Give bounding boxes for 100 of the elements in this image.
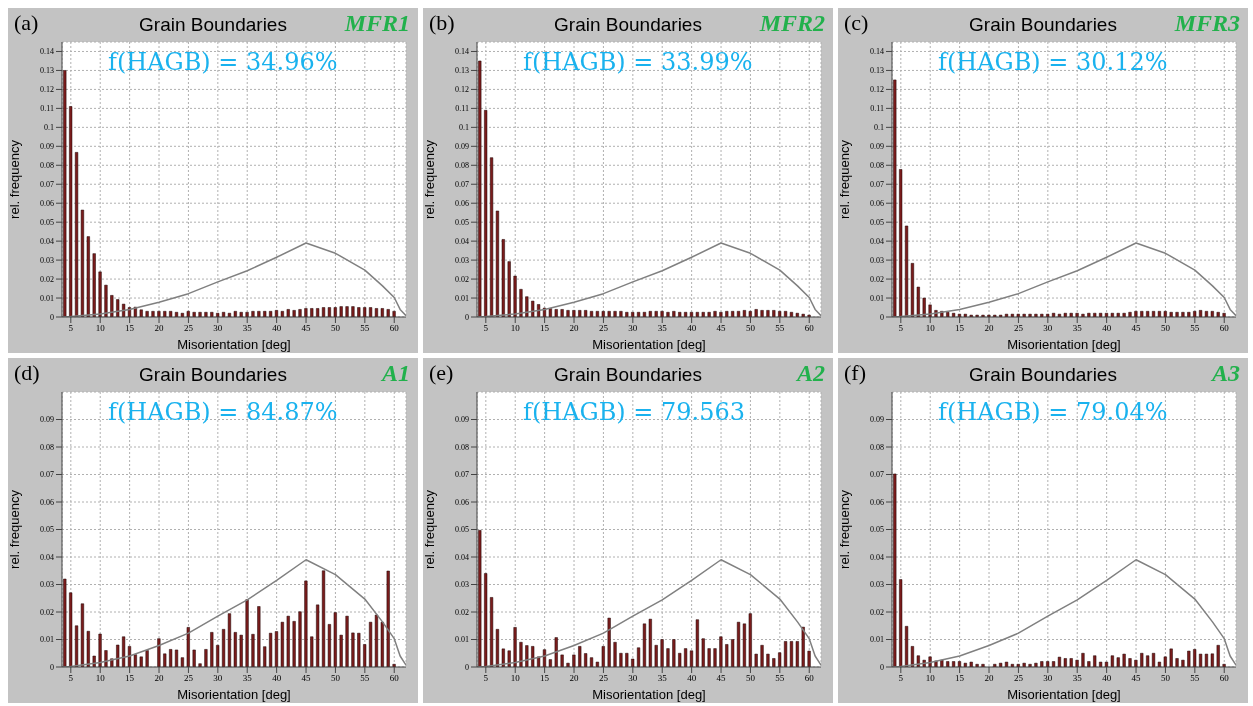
x-tick-label: 10 [95, 323, 106, 334]
x-axis-title: Misorientation [deg] [592, 337, 706, 352]
y-tick-label: 0 [50, 312, 54, 322]
x-tick-label: 45 [301, 673, 312, 684]
x-tick-label: 5 [483, 673, 489, 684]
x-tick-label: 20 [154, 673, 165, 684]
text: MFR2 [759, 10, 825, 37]
x-tick-label: 35 [657, 323, 668, 334]
y-tick-label: 0 [880, 662, 884, 672]
y-tick-label: 0.08 [455, 161, 469, 171]
x-axis-title: Misorientation [deg] [1007, 337, 1121, 352]
x-tick-label: 50 [330, 673, 341, 684]
y-tick-label: 0.09 [870, 142, 884, 152]
y-tick-label: 0.02 [870, 274, 884, 284]
x-tick-label: 20 [154, 323, 165, 334]
x-tick-label: 5 [68, 323, 74, 334]
text: (e) [429, 360, 454, 386]
x-tick-label: 15 [540, 673, 550, 684]
y-tick-label: 0.04 [40, 552, 54, 562]
x-tick-label: 25 [598, 673, 609, 684]
x-tick-label: 50 [745, 323, 756, 334]
x-tick-label: 5 [898, 673, 904, 684]
y-tick-label: 0.07 [40, 470, 54, 480]
y-tick-label: 0.02 [40, 274, 54, 284]
text: MFR1 [344, 10, 410, 37]
text: (c) [844, 10, 869, 36]
x-tick-label: 40 [687, 673, 697, 684]
x-tick-label: 50 [1160, 673, 1171, 684]
x-tick-label: 10 [510, 673, 521, 684]
y-tick-label: 0.08 [40, 161, 54, 171]
y-tick-label: 0.14 [40, 47, 54, 57]
x-tick-label: 40 [272, 673, 282, 684]
y-tick-label: 0 [465, 312, 469, 322]
y-tick-label: 0.02 [455, 607, 469, 617]
x-tick-label: 10 [925, 673, 936, 684]
chart-title: Grain Boundaries [554, 364, 702, 385]
y-tick-label: 0.04 [870, 236, 884, 246]
y-axis-title: rel. frequency [6, 489, 22, 569]
x-tick-label: 25 [1013, 673, 1024, 684]
y-tick-label: 0.02 [870, 607, 884, 617]
chart-title: Grain Boundaries [139, 14, 287, 35]
x-tick-label: 50 [745, 673, 756, 684]
x-tick-label: 30 [213, 323, 223, 334]
x-axis-title: Misorientation [deg] [177, 337, 291, 352]
y-tick-label: 0.02 [40, 607, 54, 617]
y-tick-label: 0.07 [870, 470, 884, 480]
x-axis-title: Misorientation [deg] [1007, 687, 1121, 702]
y-tick-label: 0.07 [455, 470, 469, 480]
annotation: f(HAGB) = 34.96% [108, 48, 338, 76]
y-tick-label: 0.13 [40, 66, 54, 76]
x-tick-label: 10 [510, 323, 521, 334]
y-tick-label: 0.06 [455, 497, 469, 507]
y-tick-label: 0.04 [870, 552, 884, 562]
y-tick-label: 0.1 [459, 123, 469, 133]
y-tick-label: 0.05 [455, 218, 469, 228]
x-tick-label: 45 [301, 323, 312, 334]
x-tick-label: 15 [125, 323, 135, 334]
text: A2 [796, 360, 825, 387]
y-tick-label: 0.05 [870, 525, 884, 535]
x-tick-label: 40 [1102, 673, 1112, 684]
x-tick-label: 35 [1072, 323, 1083, 334]
y-axis-title: rel. frequency [421, 489, 437, 569]
x-tick-label: 60 [1219, 673, 1230, 684]
y-tick-label: 0.14 [870, 47, 884, 57]
annotation: f(HAGB) = 79.563 [523, 398, 746, 426]
x-tick-label: 55 [360, 673, 370, 684]
x-axis-title: Misorientation [deg] [177, 687, 291, 702]
text: (b) [429, 10, 455, 36]
x-tick-label: 40 [1102, 323, 1112, 334]
y-tick-label: 0.11 [455, 104, 469, 114]
x-tick-label: 55 [360, 323, 370, 334]
y-tick-label: 0.05 [455, 525, 469, 535]
x-tick-label: 35 [242, 673, 253, 684]
y-tick-label: 0.05 [40, 525, 54, 535]
x-tick-label: 55 [775, 673, 785, 684]
y-tick-label: 0.1 [44, 123, 54, 133]
y-tick-label: 0.04 [455, 552, 469, 562]
x-tick-label: 15 [955, 323, 965, 334]
y-tick-label: 0.01 [40, 635, 54, 645]
x-tick-label: 45 [716, 673, 727, 684]
y-axis-title: rel. frequency [6, 139, 22, 219]
y-tick-label: 0.09 [455, 415, 469, 425]
text: (f) [844, 360, 866, 386]
y-tick-label: 0.03 [455, 255, 469, 265]
y-tick-label: 0.01 [455, 635, 469, 645]
x-tick-label: 20 [984, 673, 995, 684]
y-tick-label: 0.06 [870, 199, 884, 209]
y-tick-label: 0.12 [40, 85, 54, 95]
y-tick-label: 0.08 [870, 161, 884, 171]
y-tick-label: 0.02 [455, 274, 469, 284]
x-tick-label: 5 [68, 673, 74, 684]
x-tick-label: 30 [213, 673, 223, 684]
y-tick-label: 0.07 [40, 180, 54, 190]
text: A1 [381, 360, 410, 387]
chart-title: Grain Boundaries [969, 14, 1117, 35]
y-tick-label: 0.09 [40, 142, 54, 152]
x-tick-label: 40 [687, 323, 697, 334]
x-tick-label: 30 [1043, 673, 1053, 684]
x-tick-label: 25 [1013, 323, 1024, 334]
annotation: f(HAGB) = 30.12% [938, 48, 1168, 76]
